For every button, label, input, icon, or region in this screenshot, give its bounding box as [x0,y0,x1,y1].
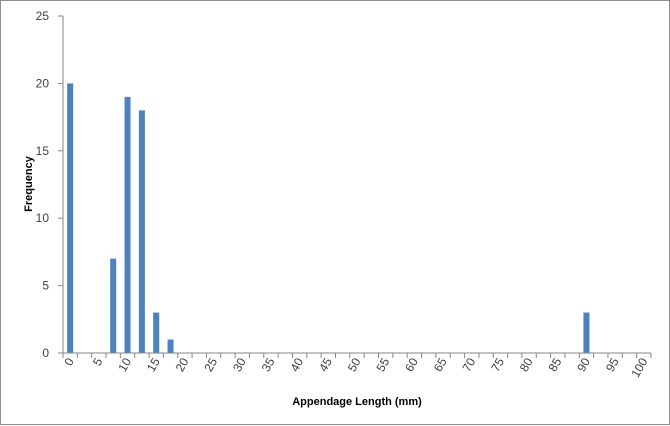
bar-12.5 [138,110,145,353]
x-tick-label: 60 [402,355,421,374]
y-axis-title: Frequency [23,155,35,212]
y-tick-label: 5 [42,279,49,293]
x-tick-label: 85 [546,355,565,374]
x-tick-label: 45 [316,355,335,374]
x-tick-label: 95 [603,355,622,374]
x-axis-title: Appendage Length (mm) [292,396,422,408]
x-tick-label: 55 [373,355,392,374]
y-axis-ticks: 0 5 10 15 20 25 [36,9,63,360]
bar-17.5 [167,339,174,353]
x-tick-label: 40 [287,355,306,374]
x-tick-label: 0 [61,355,77,368]
x-axis-ticks: 0 5 10 15 20 25 30 35 40 45 50 55 60 65 70 75 80 85 90 95 10… [61,353,652,380]
y-tick-label: 25 [36,9,50,23]
bar-90 [583,312,590,353]
x-tick-label: 10 [115,355,134,374]
y-tick-label: 10 [36,211,50,225]
y-tick-label: 15 [36,144,50,158]
x-tick-label: 80 [517,355,536,374]
x-tick-label: 5 [90,355,106,368]
x-tick-label: 65 [431,355,450,374]
bar-0 [67,83,74,354]
x-tick-label: 20 [173,355,192,374]
y-tick-label: 20 [36,76,50,90]
x-tick-label: 90 [574,355,593,374]
x-tick-label: 50 [345,355,364,374]
bar-15 [153,312,160,353]
y-tick-label: 0 [42,346,49,360]
x-tick-label: 35 [259,355,278,374]
x-tick-label: 30 [230,355,249,374]
x-tick-label: 75 [488,355,507,374]
x-tick-label: 25 [201,355,220,374]
x-tick-label: 15 [144,355,163,374]
bars [67,83,590,354]
bar-10 [124,96,131,353]
x-tick-label: 70 [460,355,479,374]
bar-7.5 [110,258,117,353]
x-tick-label: 100 [628,355,650,380]
